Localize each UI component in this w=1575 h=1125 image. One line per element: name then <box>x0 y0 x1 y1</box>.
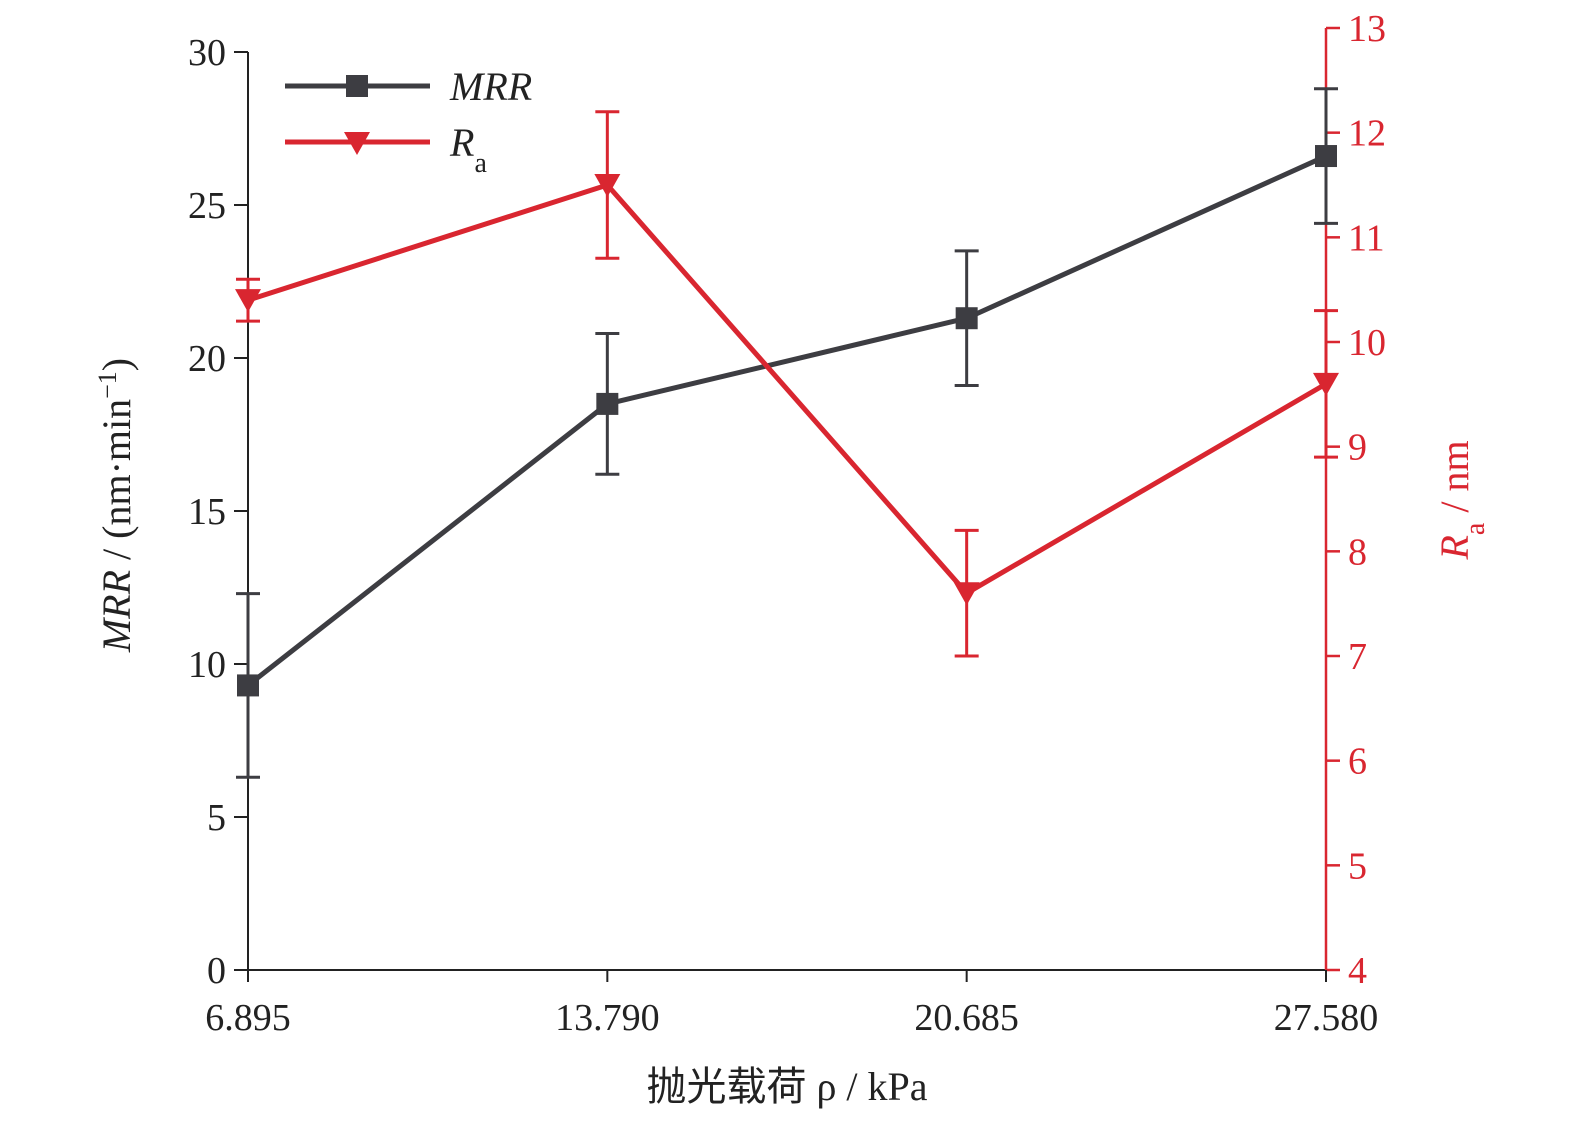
x-tick-label: 6.895 <box>205 997 291 1039</box>
y-left-tick-label: 5 <box>207 797 226 839</box>
series-line <box>247 182 1328 596</box>
y-right-tick-label: 6 <box>1348 741 1367 783</box>
data-point-square <box>955 307 978 330</box>
y-right-tick-label: 8 <box>1348 531 1367 573</box>
y-axis-left-title: MRR / (nm·min−1) <box>93 358 140 653</box>
legend-marker-ra <box>344 132 370 155</box>
y-right-tick-label: 10 <box>1348 322 1386 364</box>
y-axis-right-title: Ra / nm <box>1432 440 1491 560</box>
series-mrr <box>236 87 1338 779</box>
y-left-tick-label: 0 <box>207 950 226 992</box>
x-tick-label: 27.580 <box>1274 997 1379 1039</box>
data-point-square <box>237 674 259 697</box>
y-right-tick-label: 13 <box>1348 8 1386 50</box>
labels: 0 5 10 15 20 25 30 4 5 6 7 8 9 10 11 12 13 6.895 13.790 20.… <box>93 8 1491 1109</box>
data-point-triangle <box>594 174 621 197</box>
series-layer <box>235 87 1339 779</box>
y-left-tick-label: 20 <box>188 338 226 380</box>
legend-label-ra: Ra <box>449 120 487 179</box>
data-point-triangle <box>1313 372 1339 396</box>
y-left-tick-label: 15 <box>188 491 226 533</box>
y-right-tick-label: 9 <box>1348 427 1367 469</box>
y-right-tick-label: 11 <box>1348 217 1385 259</box>
y-left-tick-label: 25 <box>188 185 226 227</box>
data-point-square <box>596 392 619 415</box>
y-right-tick-label: 4 <box>1348 950 1367 992</box>
legend-marker-mrr <box>346 75 368 97</box>
y-right-tick-label: 7 <box>1348 636 1367 678</box>
data-point-triangle <box>235 289 261 313</box>
x-axis-title: 抛光载荷 ρ / kPa <box>646 1064 927 1109</box>
y-left-tick-label: 10 <box>188 644 226 686</box>
data-point-triangle <box>953 582 980 606</box>
legend: MRR Ra <box>285 64 532 179</box>
x-tick-label: 13.790 <box>555 997 660 1039</box>
x-tick-label: 20.685 <box>914 997 1019 1039</box>
series-line <box>246 153 1328 688</box>
data-point-square <box>1315 145 1337 168</box>
y-right-tick-label: 12 <box>1348 113 1386 155</box>
y-left-tick-label: 30 <box>188 32 226 74</box>
y-right-tick-label: 5 <box>1348 845 1367 887</box>
legend-label-mrr: MRR <box>449 64 532 109</box>
axes <box>234 26 1340 982</box>
series-ra <box>235 110 1339 658</box>
